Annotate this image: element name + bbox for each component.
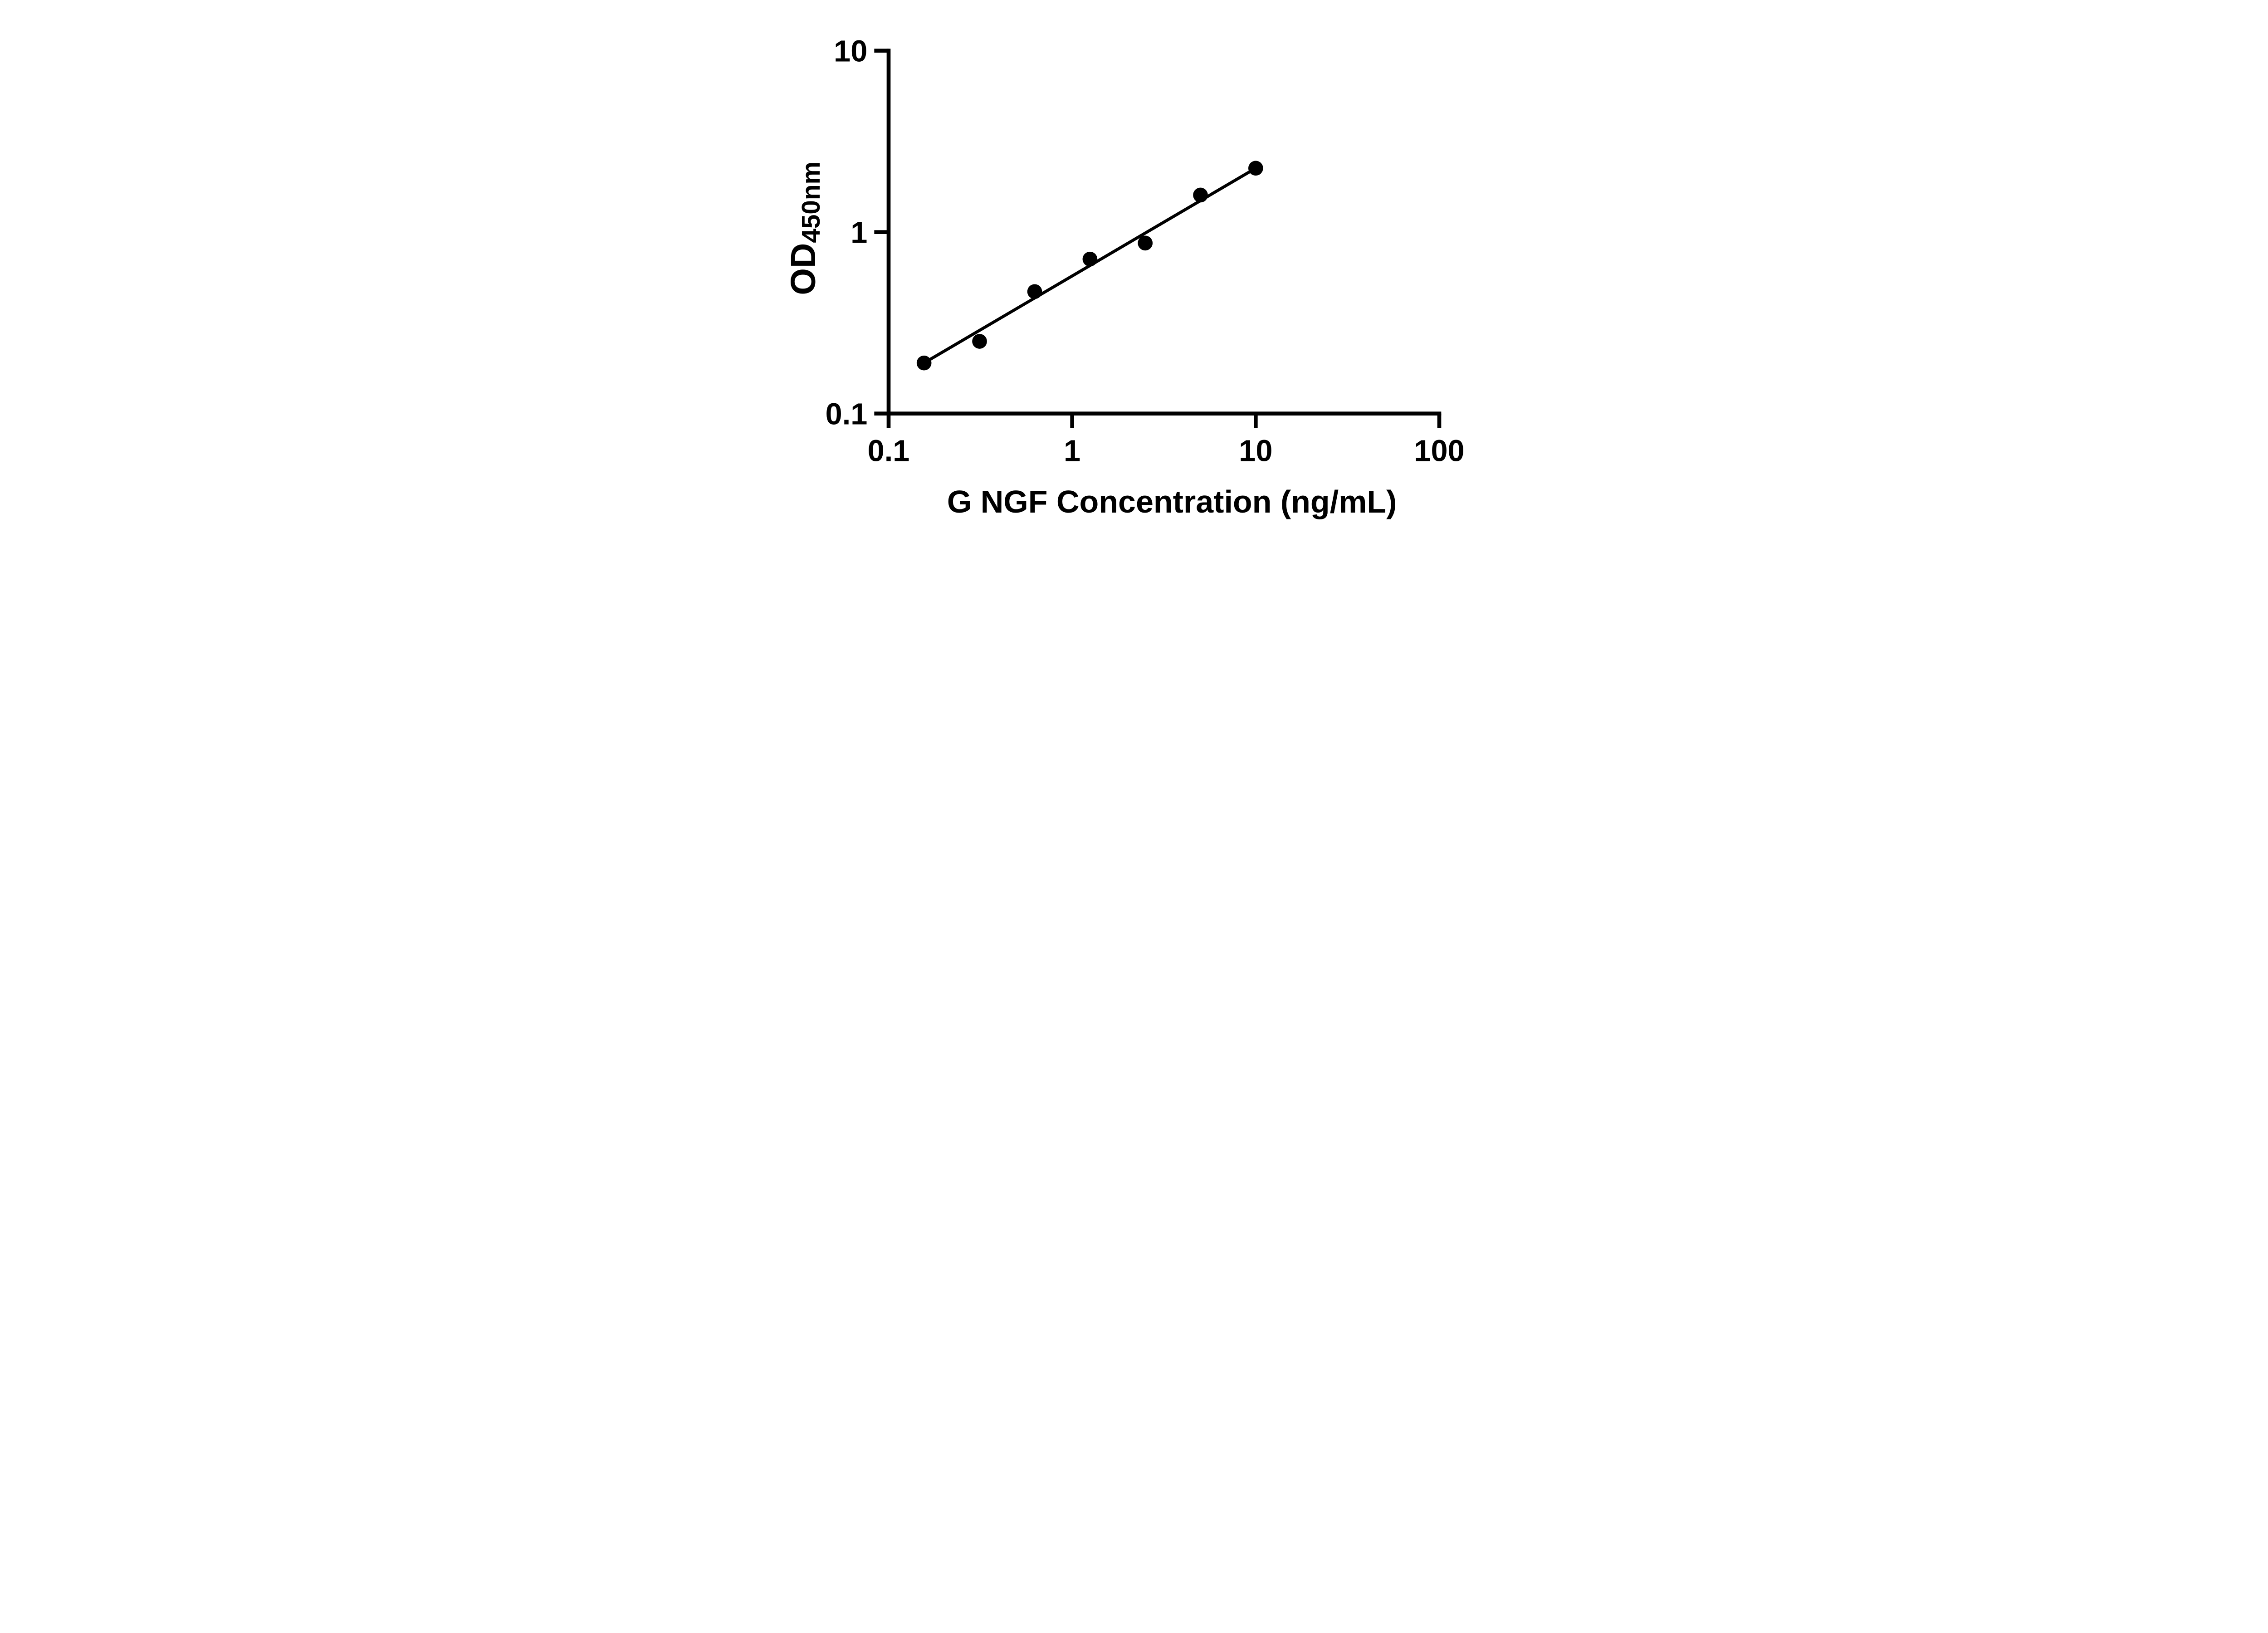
y-tick-label: 0.1: [826, 398, 868, 431]
data-point: [916, 355, 932, 371]
data-points-group: [916, 161, 1263, 371]
axes-frame: [886, 49, 1442, 416]
y-ticks: [874, 49, 889, 416]
data-point: [1138, 235, 1153, 251]
x-tick-label: 100: [1414, 435, 1464, 468]
chart-svg: 0.1 1 10 0.1 1 10 100 OD450nm G NGF Concentra…: [752, 0, 1516, 544]
data-point: [1248, 161, 1263, 176]
data-point: [1082, 251, 1098, 267]
y-tick-labels: 0.1 1 10: [826, 35, 868, 431]
x-tick-label: 10: [1239, 435, 1272, 468]
data-point: [1193, 187, 1208, 203]
data-point: [972, 334, 987, 349]
x-ticks: [886, 413, 1442, 428]
x-axis-title: G NGF Concentration (ng/mL): [947, 484, 1397, 519]
x-tick-labels: 0.1 1 10 100: [868, 435, 1465, 468]
x-tick-label: 1: [1064, 435, 1080, 468]
x-tick-label: 0.1: [868, 435, 910, 468]
y-axis-title: OD450nm: [784, 161, 826, 295]
y-tick-label: 10: [834, 35, 867, 68]
y-axis-title-subscript: 450nm: [797, 161, 826, 243]
y-axis-title-base: OD: [784, 243, 823, 295]
data-point: [1027, 284, 1042, 299]
y-tick-label: 1: [850, 216, 867, 250]
elisa-standard-curve-figure: 0.1 1 10 0.1 1 10 100 OD450nm G NGF Concentra…: [752, 0, 1516, 544]
